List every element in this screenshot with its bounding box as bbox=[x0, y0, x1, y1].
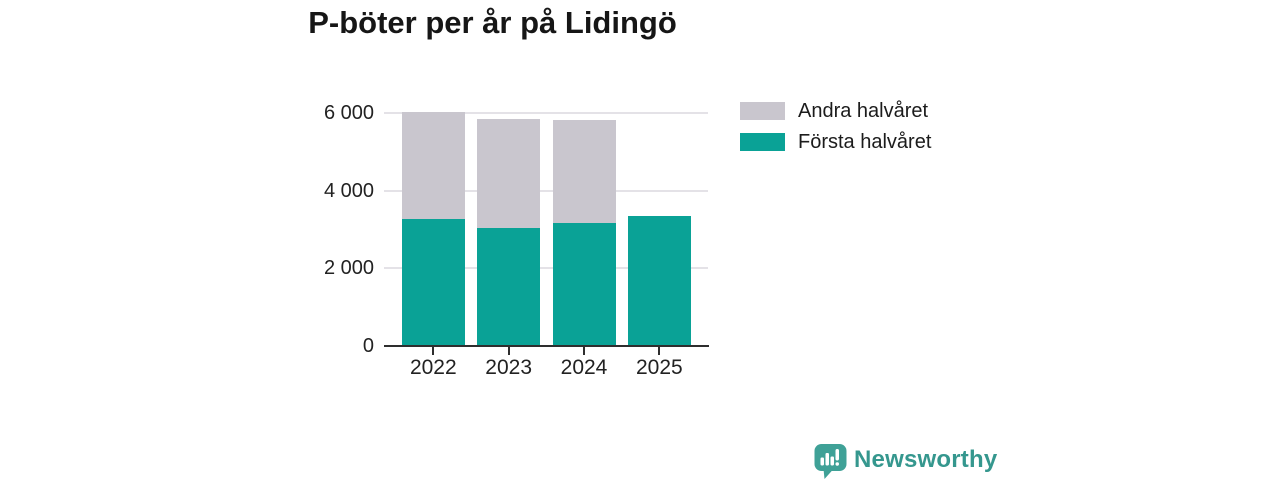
x-axis-line bbox=[384, 345, 709, 347]
y-tick-label: 0 bbox=[362, 335, 374, 357]
bar-2023-första bbox=[477, 227, 541, 346]
bar-2023-andra bbox=[477, 119, 541, 228]
x-tick-2025 bbox=[658, 347, 661, 355]
newsworthy-bubble-chart-icon bbox=[814, 444, 847, 479]
x-tick-label-2025: 2025 bbox=[635, 356, 683, 379]
bar-2024-andra bbox=[552, 120, 616, 224]
x-tick-2024 bbox=[583, 347, 585, 355]
chart-title: P-böter per år på Lidingö bbox=[308, 5, 677, 40]
x-tick-2022 bbox=[432, 347, 435, 355]
plot-area bbox=[384, 112, 708, 346]
legend-label: Andra halvåret bbox=[798, 99, 929, 122]
bar-2024-första bbox=[552, 223, 616, 346]
legend: Andra halvåret Första halvåret bbox=[740, 99, 932, 164]
gridline-4000 bbox=[384, 189, 708, 192]
x-tick-label-2022: 2022 bbox=[409, 356, 457, 379]
newsworthy-wordmark: Newsworthy bbox=[854, 446, 998, 473]
legend-swatch bbox=[740, 133, 785, 151]
y-tick-label: 4 000 bbox=[323, 179, 374, 202]
legend-swatch bbox=[740, 102, 785, 120]
chart-figure: P-böter per år på Lidingö Andra halvåret… bbox=[308, 5, 997, 479]
legend-item: Första halvåret bbox=[740, 130, 932, 153]
legend-label: Första halvåret bbox=[798, 130, 932, 153]
bar-2022-första bbox=[401, 219, 465, 346]
gridline-6000 bbox=[384, 112, 708, 115]
x-tick-2023 bbox=[507, 347, 510, 355]
bar-2022-andra bbox=[401, 112, 465, 220]
gridline-2000 bbox=[384, 267, 708, 270]
newsworthy-logo: Newsworthy bbox=[814, 444, 997, 479]
bar-2025-första bbox=[627, 215, 691, 346]
legend-item: Andra halvåret bbox=[740, 99, 931, 122]
y-tick-label: 2 000 bbox=[323, 257, 374, 280]
y-tick-label: 6 000 bbox=[323, 102, 374, 124]
x-tick-label-2023: 2023 bbox=[485, 356, 532, 379]
x-tick-label-2024: 2024 bbox=[560, 356, 608, 379]
